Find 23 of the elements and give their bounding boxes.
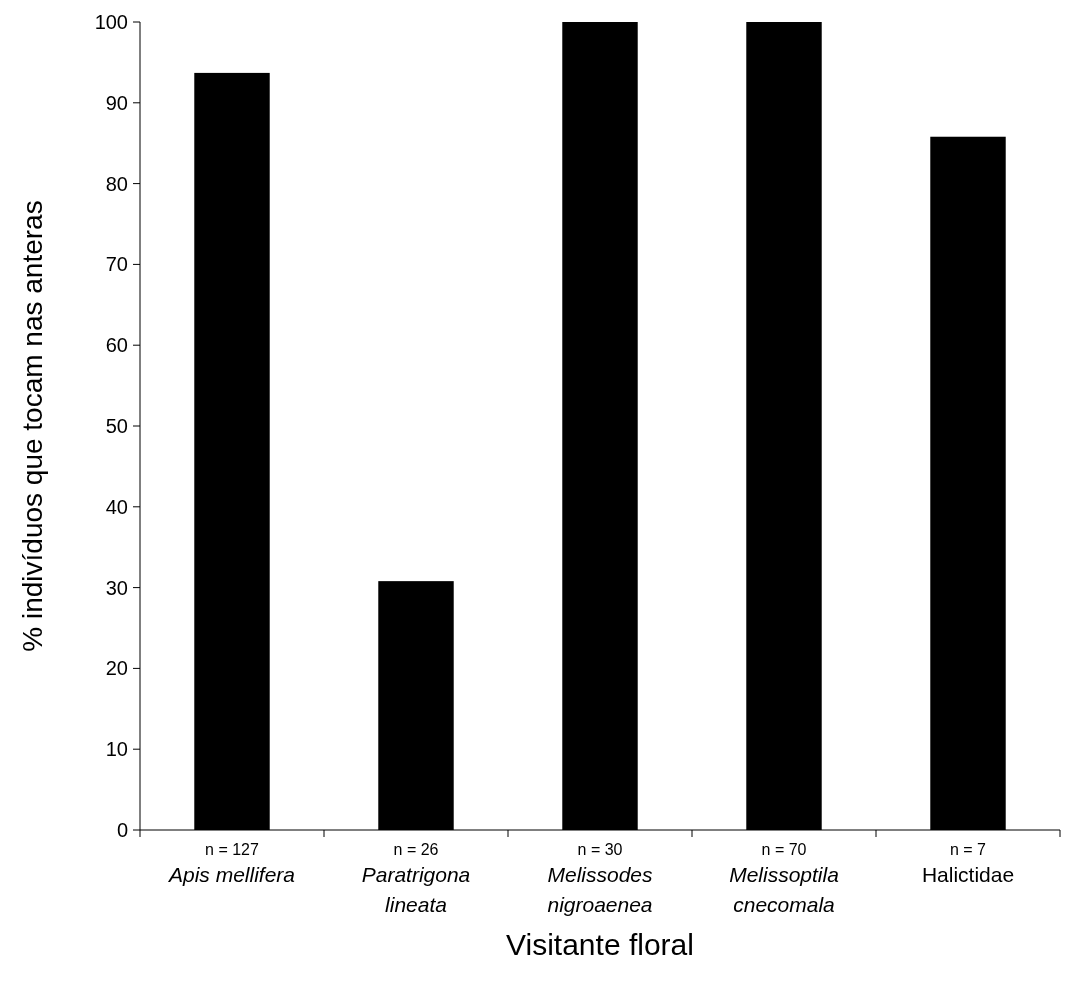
- text: n = 30: [577, 841, 623, 858]
- y-tick-label: 50: [105, 415, 128, 437]
- y-tick-label: 80: [105, 172, 128, 195]
- x-tick-label: Melissodes nigroaenea: [547, 863, 654, 916]
- y-tick-label: 0: [116, 819, 128, 841]
- y-tick-label: 40: [105, 495, 128, 518]
- x-tick-label: Halictidae: [921, 863, 1015, 886]
- y-axis-title: % indivíduos que tocam nas anteras: [17, 200, 48, 652]
- y-tick-label: 30: [105, 576, 128, 599]
- x-tick-label: Paratrigona lineata: [361, 863, 471, 916]
- y-tick-label: 100: [94, 11, 128, 33]
- text: n = 26: [393, 841, 439, 858]
- y-tick-label: 10: [105, 738, 128, 761]
- x-tick-label: Apis mellifera: [166, 863, 296, 886]
- text: n = 7: [949, 841, 987, 858]
- y-tick-label: 90: [105, 91, 128, 114]
- text: n = 127: [205, 841, 260, 858]
- y-tick-label: 70: [105, 253, 128, 276]
- x-tick-label: Melissoptila cnecomala: [729, 863, 839, 916]
- text: n = 70: [761, 841, 807, 858]
- x-axis-title: Visitante floral: [506, 928, 694, 961]
- y-tick-label: 60: [105, 334, 128, 357]
- y-tick-label: 20: [105, 657, 128, 680]
